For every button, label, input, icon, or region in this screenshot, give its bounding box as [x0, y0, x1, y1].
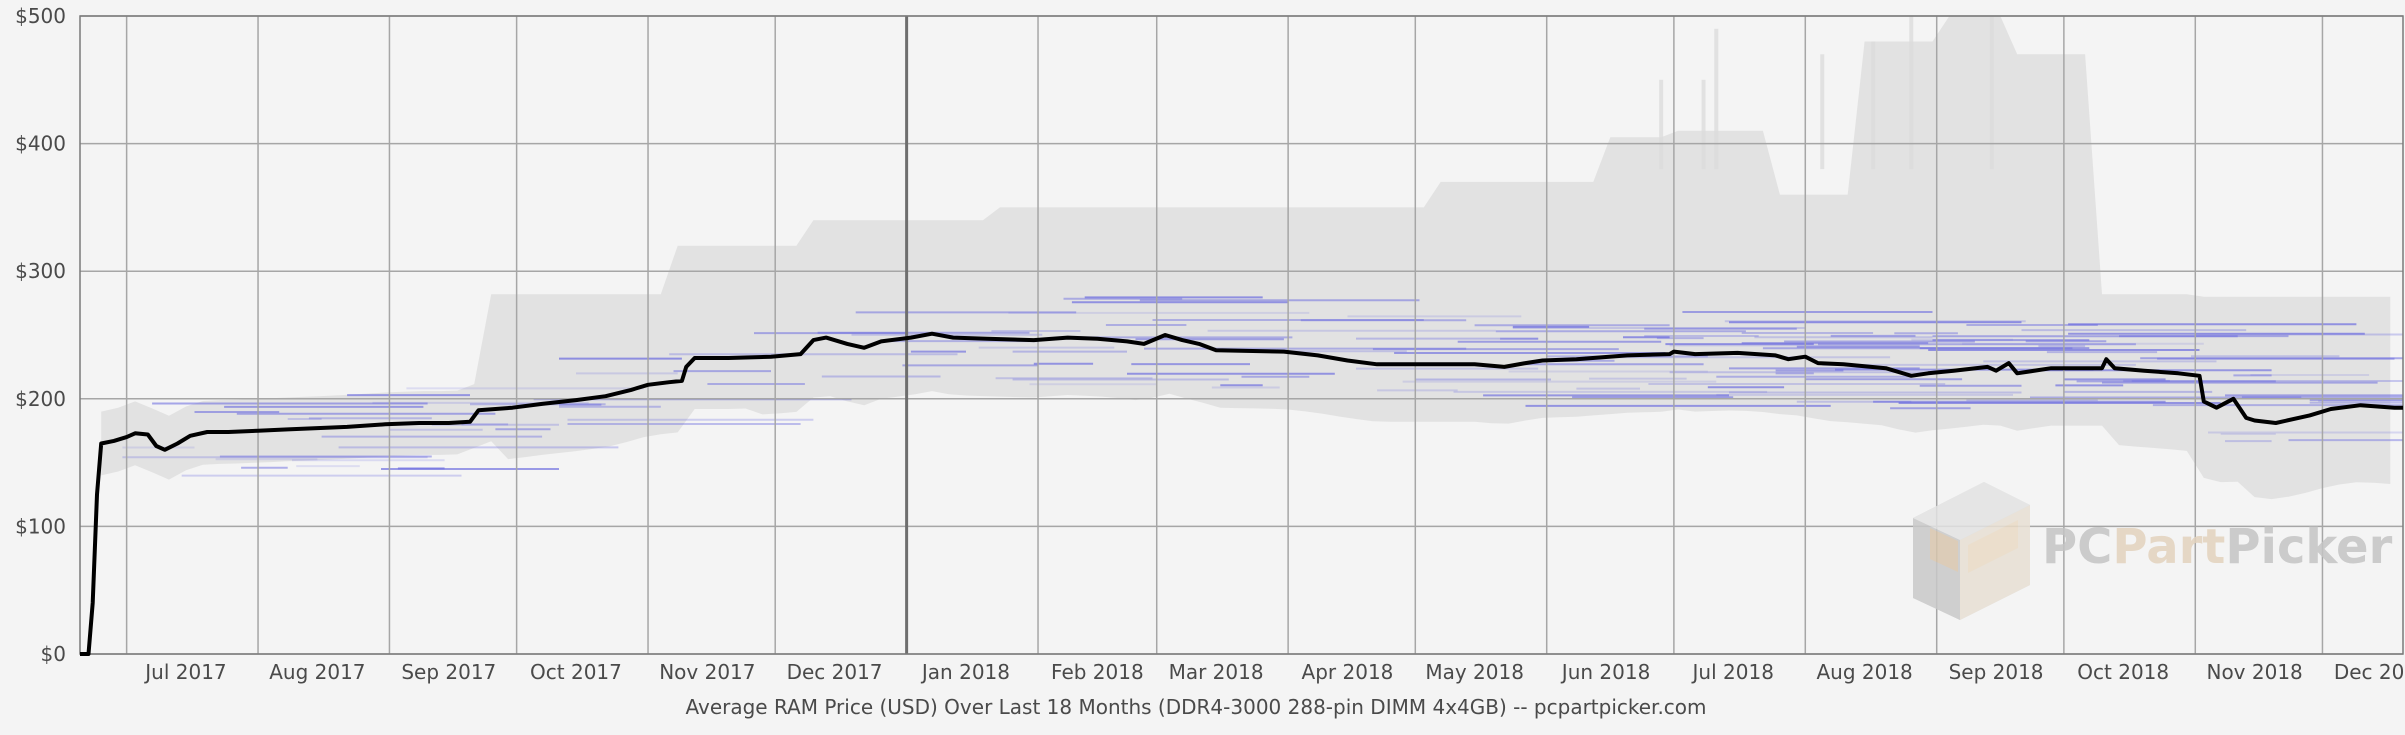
y-tick-label: $300 — [15, 259, 66, 283]
y-tick-label: $400 — [15, 132, 66, 156]
x-tick-label: Jan 2018 — [920, 660, 1010, 684]
x-tick-label: Sep 2018 — [1949, 660, 2044, 684]
price-spike — [1909, 16, 1914, 170]
x-tick-label: May 2018 — [1425, 660, 1524, 684]
average-price-line — [80, 331, 2403, 656]
watermark-brand-pc: PC — [2042, 519, 2112, 575]
x-tick-label: Dec 2017 — [787, 660, 883, 684]
watermark-brand-part: Part — [2112, 519, 2225, 575]
x-tick-label: Jun 2018 — [1560, 660, 1651, 684]
x-tick-label: Mar 2018 — [1169, 660, 1264, 684]
chart-grid — [79, 15, 2404, 655]
x-tick-label: Sep 2017 — [401, 660, 496, 684]
x-tick-label: Aug 2018 — [1816, 660, 1912, 684]
average-price-path — [80, 331, 2403, 656]
x-axis-title: Average RAM Price (USD) Over Last 18 Mon… — [685, 695, 1706, 719]
plot-frame — [79, 15, 2404, 655]
svg-text:PCPartPicker: PCPartPicker — [2042, 519, 2393, 575]
y-tick-label: $100 — [15, 514, 66, 538]
y-tick-label: $200 — [15, 387, 66, 411]
price-spike — [1871, 41, 1876, 170]
x-tick-label: Dec 2018 — [2334, 660, 2405, 684]
chart-axes: $0 $100 $200 $300 $400 $500 Jul 2017 Aug 2017 Se… — [15, 4, 2405, 684]
x-tick-label: Oct 2017 — [530, 660, 622, 684]
pcpartpicker-watermark: PCPartPicker — [1913, 482, 2393, 620]
x-tick-label: Nov 2017 — [659, 660, 755, 684]
price-spike — [1701, 79, 1706, 170]
watermark-brand-picker: Picker — [2225, 519, 2392, 575]
price-spike — [1714, 28, 1719, 170]
price-spike — [1989, 16, 1994, 170]
x-tick-label: Oct 2018 — [2077, 660, 2169, 684]
price-spike — [1659, 79, 1664, 170]
x-tick-label: Apr 2018 — [1302, 660, 1394, 684]
x-tick-label: Feb 2018 — [1051, 660, 1144, 684]
x-tick-label: Jul 2017 — [143, 660, 226, 684]
x-tick-label: Aug 2017 — [269, 660, 365, 684]
y-tick-label: $500 — [15, 4, 66, 28]
pcpartpicker-logo-icon — [1913, 482, 2030, 620]
price-spike — [1820, 54, 1825, 170]
x-tick-label: Jul 2018 — [1691, 660, 1774, 684]
y-tick-label: $0 — [41, 642, 66, 666]
x-tick-label: Nov 2018 — [2206, 660, 2302, 684]
